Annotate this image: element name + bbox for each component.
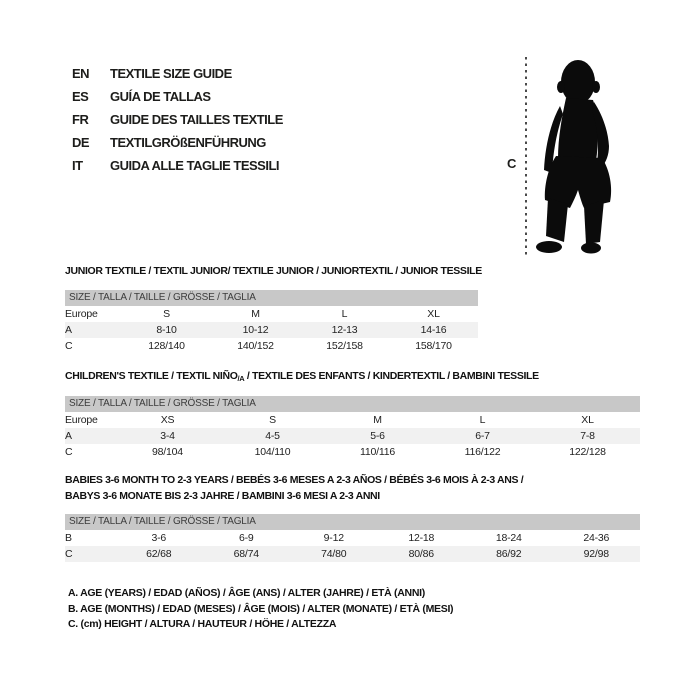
table-row: A 8-10 10-12 12-13 14-16 [65,322,478,338]
guide-title: TEXTILGRÖßENFÜHRUNG [110,135,266,150]
size-header-bar: SIZE / TALLA / TAILLE / GRÖSSE / TAGLIA [65,514,640,530]
title-subscript: /A [237,374,245,383]
footnote-a: A. AGE (YEARS) / EDAD (AÑOS) / ÂGE (ANS)… [68,587,425,599]
title-line-1: BABIES 3-6 MONTH TO 2-3 YEARS / BEBÉS 3-… [65,474,524,486]
row-label: Europe [65,414,98,426]
children-table-title: CHILDREN'S TEXTILE / TEXTIL NIÑO/A / TEX… [65,370,640,385]
title-text: CHILDREN'S TEXTILE / TEXTIL NIÑO [65,370,238,382]
size-value-cell: XL [581,414,594,426]
junior-table-title: JUNIOR TEXTILE / TEXTIL JUNIOR/ TEXTILE … [65,265,482,277]
language-row: ES GUÍA DE TALLAS [72,85,283,108]
footnote-b: B. AGE (MONTHS) / EDAD (MESES) / ÂGE (MO… [68,602,454,615]
row-label: B [65,532,72,544]
language-row: IT GUIDA ALLE TAGLIE TESSILI [72,154,283,177]
size-value-cell: 12-13 [331,324,358,336]
size-value-cell: S [163,308,170,320]
table-row: Europe S M L XL [65,306,478,322]
language-code: FR [72,112,89,127]
language-title-list: EN TEXTILE SIZE GUIDE ES GUÍA DE TALLAS … [72,62,283,177]
row-label: C [65,446,73,458]
size-value-cell: 68/74 [233,548,259,560]
guide-title: GUÍA DE TALLAS [110,89,211,104]
size-header-bar: SIZE / TALLA / TAILLE / GRÖSSE / TAGLIA [65,290,478,306]
language-row: EN TEXTILE SIZE GUIDE [72,62,283,85]
size-value-cell: 86/92 [496,548,522,560]
size-value-cell: L [341,308,348,320]
table-row: C 128/140 140/152 152/158 158/170 [65,338,478,354]
table-row: C 62/68 68/74 74/80 80/86 86/92 92/98 [65,546,640,562]
row-label: C [65,548,73,560]
language-code: IT [72,158,83,173]
table-row: A 3-4 4-5 5-6 6-7 7-8 [65,428,640,444]
size-value-cell: 158/170 [415,340,452,352]
size-value-cell: 10-12 [242,324,269,336]
size-value-cell: 5-6 [370,430,385,442]
babies-table-title: BABIES 3-6 MONTH TO 2-3 YEARS / BEBÉS 3-… [65,473,640,504]
size-value-cell: 98/104 [152,446,183,458]
size-value-cell: 140/152 [237,340,274,352]
size-value-cell: 24-36 [583,532,610,544]
size-value-cell: 116/122 [464,446,501,458]
size-value-cell: 62/68 [146,548,172,560]
size-value-cell: 8-10 [156,324,177,336]
toddler-silhouette-icon [536,60,612,254]
size-value-cell: 12-18 [408,532,435,544]
size-value-cell: 3-4 [160,430,175,442]
size-value-cell: 74/80 [321,548,347,560]
guide-title: GUIDE DES TAILLES TEXTILE [110,112,283,127]
footnote-c: C. (cm) HEIGHT / ALTURA / HAUTEUR / HÖHE… [68,618,337,630]
size-value-cell: M [251,308,260,320]
junior-textile-section: JUNIOR TEXTILE / TEXTIL JUNIOR/ TEXTILE … [65,265,482,354]
size-value-cell: 110/116 [360,446,395,458]
table-row: B 3-6 6-9 9-12 12-18 18-24 24-36 [65,530,640,546]
title-line-2: BABYS 3-6 MONATE BIS 2-3 JAHRE / BAMBINI… [65,489,380,502]
size-value-cell: L [479,414,486,426]
size-value-cell: 92/98 [583,548,609,560]
children-textile-section: CHILDREN'S TEXTILE / TEXTIL NIÑO/A / TEX… [65,370,640,460]
junior-size-table: Europe S M L XL A 8-10 10-12 12-13 14-16 C 128/140 1… [65,306,478,354]
size-value-cell: 152/158 [326,340,363,352]
size-value-cell: 3-6 [151,532,167,544]
size-value-cell: 104/110 [254,446,291,458]
row-label: Europe [65,308,98,320]
legend-footnotes: A. AGE (YEARS) / EDAD (AÑOS) / ÂGE (ANS)… [68,586,454,633]
language-code: DE [72,135,90,150]
guide-title: TEXTILE SIZE GUIDE [110,66,232,81]
table-row: Europe XS S M L XL [65,412,640,428]
language-row: FR GUIDE DES TAILLES TEXTILE [72,108,283,131]
babies-size-table: B 3-6 6-9 9-12 12-18 18-24 24-36 C 62/68 68/74 74/… [65,530,640,562]
size-value-cell: 4-5 [265,430,280,442]
row-label: C [65,340,73,352]
title-text: / TEXTILE DES ENFANTS / KINDERTEXTIL / B… [244,370,539,382]
size-value-cell: M [373,414,382,426]
language-code: ES [72,89,89,104]
size-value-cell: 128/140 [148,340,185,352]
size-value-cell: XS [160,414,175,426]
size-value-cell: XL [427,308,440,320]
size-value-cell: 80/86 [408,548,434,560]
size-value-cell: 6-7 [475,430,490,442]
size-header-bar: SIZE / TALLA / TAILLE / GRÖSSE / TAGLIA [65,396,640,412]
size-value-cell: S [269,414,276,426]
size-value-cell: 7-8 [580,430,595,442]
size-value-cell: 6-9 [238,532,254,544]
row-label: A [65,324,72,336]
size-value-cell: 18-24 [495,532,522,544]
size-value-cell: 9-12 [323,532,344,544]
size-value-cell: 14-16 [420,324,447,336]
babies-textile-section: BABIES 3-6 MONTH TO 2-3 YEARS / BEBÉS 3-… [65,473,640,562]
language-code: EN [72,66,90,81]
guide-title: GUIDA ALLE TAGLIE TESSILI [110,158,280,173]
size-value-cell: 122/128 [569,446,606,458]
language-row: DE TEXTILGRÖßENFÜHRUNG [72,131,283,154]
children-size-table: Europe XS S M L XL A 3-4 4-5 5-6 6-7 7-8 C 98/104 104/… [65,412,640,460]
table-row: C 98/104 104/110 110/116 116/122 122/128 [65,444,640,460]
height-measure-label: C [507,156,517,171]
row-label: A [65,430,72,442]
height-measure-dashed-line [525,57,527,257]
